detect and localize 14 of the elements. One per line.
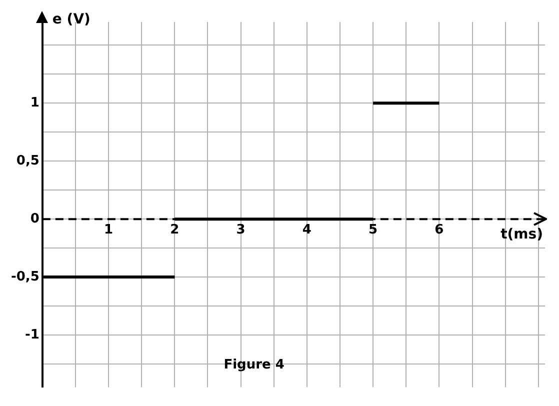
y-tick-label: 0 [30,211,40,226]
x-tick-label: 1 [104,222,114,238]
annotation: Figure 4 [224,358,284,373]
y-tick-label: 0,5 [16,154,40,168]
y-tick-label: -1 [24,327,40,342]
x-axis-title: t(ms) [500,226,543,243]
y-axis-title: e (V) [52,12,90,28]
x-tick-label: 3 [236,222,246,238]
x-tick-label: 6 [434,222,444,238]
y-tick-label: 1 [30,96,40,111]
x-tick-label: 5 [368,222,378,238]
x-tick-label: 4 [302,222,312,238]
y-tick-label: -0,5 [10,269,40,284]
x-tick-label: 2 [170,222,180,238]
